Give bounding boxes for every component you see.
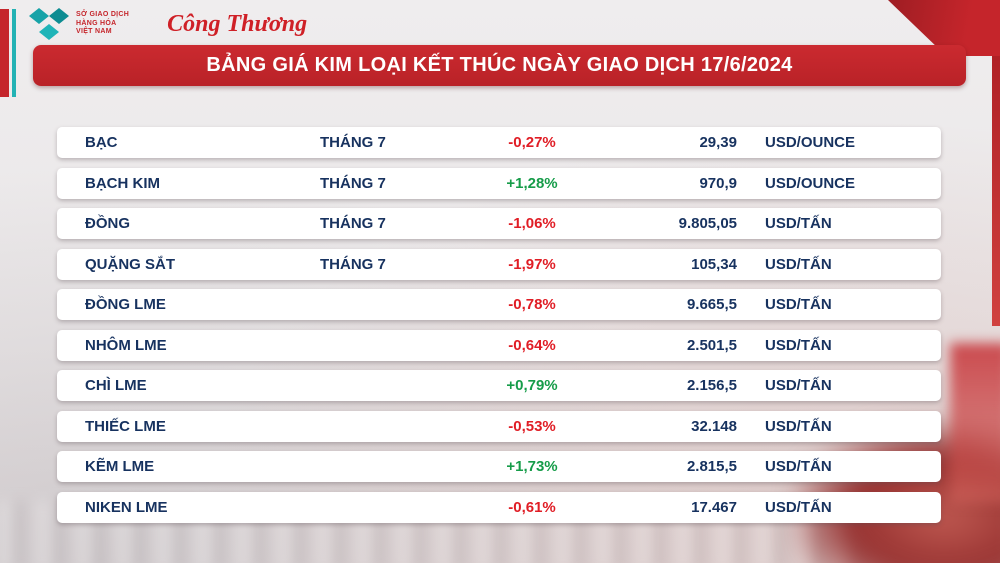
header: SỞ GIAO DỊCH HÀNG HÓA VIỆT NAM Công Thươ… bbox=[28, 5, 307, 43]
commodity-name: QUẶNG SẮT bbox=[85, 255, 175, 273]
change-percent: -0,61% bbox=[508, 498, 556, 516]
price-unit: USD/TẤN bbox=[765, 255, 832, 273]
change-percent: -0,64% bbox=[508, 336, 556, 354]
price-unit: USD/TẤN bbox=[765, 215, 832, 232]
price-table: BẠC THÁNG 7 -0,27% 29,39 USD/OUNCE BẠCH … bbox=[57, 127, 941, 532]
price-unit: USD/OUNCE bbox=[765, 134, 856, 151]
change-percent: -1,06% bbox=[508, 215, 556, 232]
price-unit: USD/TẤN bbox=[765, 498, 832, 516]
contract-month: THÁNG 7 bbox=[320, 215, 386, 232]
change-percent: -1,97% bbox=[508, 255, 556, 273]
change-percent: -0,53% bbox=[508, 417, 556, 435]
mxv-logo-line: SỞ GIAO DỊCH bbox=[76, 11, 130, 19]
commodity-name: BẠC bbox=[85, 134, 118, 151]
left-teal-bar bbox=[12, 9, 16, 97]
left-red-bar bbox=[0, 9, 9, 97]
change-percent: +1,28% bbox=[506, 174, 558, 192]
table-row: QUẶNG SẮT THÁNG 7 -1,97% 105,34 USD/TẤN bbox=[57, 248, 941, 280]
price-value: 32.148 bbox=[691, 417, 737, 435]
price-value: 105,34 bbox=[691, 255, 737, 273]
price-value: 9.805,05 bbox=[678, 215, 737, 232]
mxv-logo-line: VIỆT NAM bbox=[76, 28, 112, 36]
table-row: CHÌ LME +0,79% 2.156,5 USD/TẤN bbox=[57, 370, 941, 401]
table-row: THIẾC LME -0,53% 32.148 USD/TẤN bbox=[57, 410, 941, 442]
price-unit: USD/TẤN bbox=[765, 377, 832, 394]
table-row: ĐỒNG THÁNG 7 -1,06% 9.805,05 USD/TẤN bbox=[57, 208, 941, 239]
page-title: BẢNG GIÁ KIM LOẠI KẾT THÚC NGÀY GIAO DỊC… bbox=[206, 54, 793, 76]
price-value: 9.665,5 bbox=[686, 296, 737, 313]
price-value: 17.467 bbox=[691, 498, 737, 516]
commodity-name: ĐỒNG LME bbox=[85, 296, 166, 313]
commodity-name: NIKEN LME bbox=[85, 498, 168, 516]
price-value: 29,39 bbox=[699, 134, 737, 151]
commodity-name: ĐỒNG bbox=[85, 215, 130, 232]
commodity-name: BẠCH KIM bbox=[85, 174, 160, 192]
table-row: ĐỒNG LME -0,78% 9.665,5 USD/TẤN bbox=[57, 289, 941, 320]
commodity-name: THIẾC LME bbox=[85, 417, 166, 435]
table-row: NHÔM LME -0,64% 2.501,5 USD/TẤN bbox=[57, 329, 941, 361]
commodity-name: KẼM LME bbox=[85, 458, 155, 475]
contract-month: THÁNG 7 bbox=[320, 174, 386, 192]
price-value: 2.501,5 bbox=[686, 336, 737, 354]
contract-month: THÁNG 7 bbox=[320, 255, 386, 273]
change-percent: -0,27% bbox=[508, 134, 556, 151]
blurred-photo-right bbox=[950, 343, 1000, 503]
table-row: BẠCH KIM THÁNG 7 +1,28% 970,9 USD/OUNCE bbox=[57, 167, 941, 199]
change-percent: +0,79% bbox=[506, 377, 558, 394]
mxv-logo-line: HÀNG HÓA bbox=[76, 19, 117, 27]
commodity-name: CHÌ LME bbox=[85, 377, 147, 394]
table-row: NIKEN LME -0,61% 17.467 USD/TẤN bbox=[57, 491, 941, 523]
contract-month: THÁNG 7 bbox=[320, 134, 386, 151]
price-unit: USD/OUNCE bbox=[765, 174, 856, 192]
change-percent: -0,78% bbox=[508, 296, 556, 313]
title-banner: BẢNG GIÁ KIM LOẠI KẾT THÚC NGÀY GIAO DỊC… bbox=[33, 45, 966, 86]
table-row: BẠC THÁNG 7 -0,27% 29,39 USD/OUNCE bbox=[57, 127, 941, 158]
mxv-logo-text: SỞ GIAO DỊCH HÀNG HÓA VIỆT NAM bbox=[76, 11, 129, 37]
price-value: 2.815,5 bbox=[686, 458, 737, 475]
change-percent: +1,73% bbox=[506, 458, 558, 475]
congthuong-logo: Công Thương bbox=[167, 11, 308, 37]
price-unit: USD/TẤN bbox=[765, 336, 832, 354]
commodity-name: NHÔM LME bbox=[85, 336, 167, 354]
mxv-logo-icon bbox=[29, 8, 69, 40]
table-row: KẼM LME +1,73% 2.815,5 USD/TẤN bbox=[57, 451, 941, 482]
price-unit: USD/TẤN bbox=[765, 296, 832, 313]
right-red-bar bbox=[992, 56, 1000, 326]
price-value: 970,9 bbox=[699, 174, 737, 192]
price-value: 2.156,5 bbox=[686, 377, 737, 394]
price-unit: USD/TẤN bbox=[765, 417, 832, 435]
price-unit: USD/TẤN bbox=[765, 458, 832, 475]
mxv-logo: SỞ GIAO DỊCH HÀNG HÓA VIỆT NAM bbox=[28, 7, 129, 41]
